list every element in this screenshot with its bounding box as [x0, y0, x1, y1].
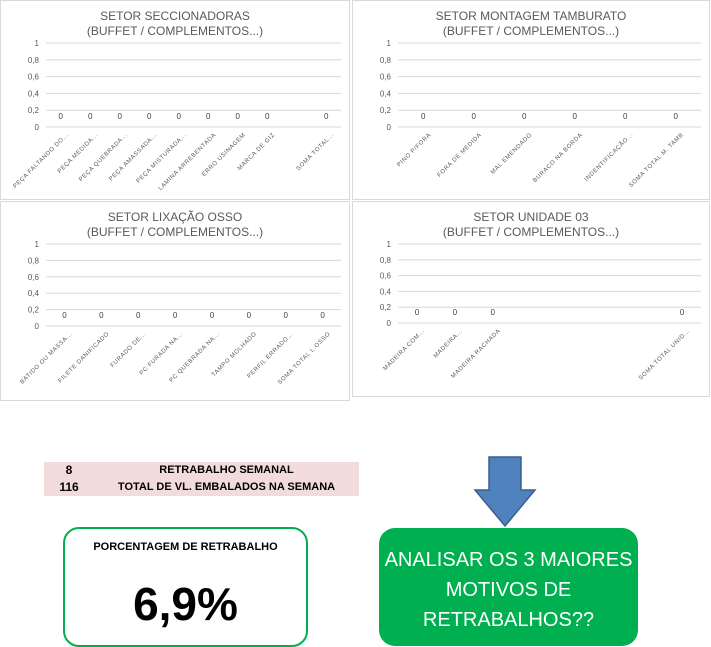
percentage-value: 6,9% [133, 578, 238, 630]
data-label: 0 [177, 112, 182, 121]
chart-title: SETOR MONTAGEM TAMBURATO [436, 9, 627, 23]
chart-subtitle: (BUFFET / COMPLEMENTOS...) [443, 24, 619, 38]
summary-value-retrabalho: 8 [44, 462, 94, 479]
chart-title: SETOR SECCIONADORAS [100, 9, 250, 23]
y-tick-label: 1 [35, 240, 40, 249]
action-line-3: RETRABALHOS?? [422, 609, 595, 631]
y-tick-label: 0,4 [28, 289, 40, 298]
category-label: PEÇA FALTANDO DO... [13, 132, 71, 190]
chart-unidade-03: SETOR UNIDADE 03 (BUFFET / COMPLEMENTOS..… [352, 201, 710, 397]
action-line-1: ANALISAR OS 3 MAIORES [384, 549, 633, 571]
category-label: INDENTIFICAÇÃO... [583, 131, 635, 183]
chart-title: SETOR LIXAÇÃO OSSO [108, 210, 242, 224]
category-label: SOMA TOTAL M. TAMB [628, 132, 685, 189]
y-tick-label: 0,6 [28, 273, 40, 282]
summary-table: 8 RETRABALHO SEMANAL 116 TOTAL DE VL. EM… [44, 462, 359, 496]
data-label: 0 [173, 311, 178, 320]
data-label: 0 [88, 112, 93, 121]
action-line-2: MOTIVOS DE [445, 579, 572, 601]
y-tick-label: 0,4 [28, 89, 40, 98]
y-tick-label: 0,8 [28, 56, 40, 65]
data-label: 0 [118, 112, 123, 121]
category-label: MAL EMENDADO [490, 132, 534, 176]
y-tick-label: 1 [35, 39, 40, 48]
y-tick-label: 0 [35, 322, 40, 331]
category-label: PEÇA MISTURADA... [136, 132, 188, 184]
chart-svg-unidade-03: SETOR UNIDADE 03(BUFFET / COMPLEMENTOS..… [380, 210, 701, 382]
y-tick-label: 0,4 [380, 89, 392, 98]
data-label: 0 [99, 311, 104, 320]
data-label: 0 [320, 311, 325, 320]
data-label: 0 [247, 311, 252, 320]
y-tick-label: 0,6 [380, 272, 392, 281]
summary-value-embalados: 116 [44, 479, 94, 496]
chart-montagem-tamburato: SETOR MONTAGEM TAMBURATO (BUFFET / COMPLE… [352, 0, 710, 200]
data-label: 0 [62, 311, 67, 320]
chart-subtitle: (BUFFET / COMPLEMENTOS...) [443, 225, 619, 239]
summary-row-embalados: 116 TOTAL DE VL. EMBALADOS NA SEMANA [44, 479, 359, 496]
y-tick-label: 0,2 [28, 306, 40, 315]
category-label: BURACO NA BORDA [532, 132, 584, 184]
y-tick-label: 0,4 [380, 287, 392, 296]
y-tick-label: 0 [387, 123, 392, 132]
data-label: 0 [206, 112, 211, 121]
chart-subtitle: (BUFFET / COMPLEMENTOS...) [87, 24, 263, 38]
summary-label-retrabalho: RETRABALHO SEMANAL [94, 462, 359, 479]
down-arrow-icon [473, 456, 537, 528]
category-label: SOMA TOTAL UNID... [638, 328, 691, 381]
data-label: 0 [324, 112, 329, 121]
y-tick-label: 0 [35, 123, 40, 132]
category-label: MADEIRA... [433, 328, 464, 359]
chart-seccionadoras: SETOR SECCIONADORAS (BUFFET / COMPLEMENTO… [0, 0, 350, 200]
data-label: 0 [59, 112, 64, 121]
data-label: 0 [674, 112, 679, 121]
data-label: 0 [210, 311, 215, 320]
data-label: 0 [490, 308, 495, 317]
data-label: 0 [236, 112, 241, 121]
category-label: FURADO DE... [110, 331, 148, 369]
category-label: SOMA TOTAL... [296, 132, 336, 172]
y-tick-label: 0,2 [28, 106, 40, 115]
percentage-box: PORCENTAGEM DE RETRABALHO 6,9% [63, 527, 308, 647]
chart-lixacao-osso: SETOR LIXAÇÃO OSSO (BUFFET / COMPLEMENTOS… [0, 201, 350, 401]
data-label: 0 [522, 112, 527, 121]
action-box[interactable]: ANALISAR OS 3 MAIORES MOTIVOS DE RETRABA… [379, 528, 638, 646]
summary-label-embalados: TOTAL DE VL. EMBALADOS NA SEMANA [94, 479, 359, 496]
y-tick-label: 0,8 [380, 56, 392, 65]
data-label: 0 [283, 311, 288, 320]
data-label: 0 [680, 308, 685, 317]
y-tick-label: 0 [387, 319, 392, 328]
y-tick-label: 1 [387, 240, 392, 249]
y-tick-label: 0,8 [28, 256, 40, 265]
y-tick-label: 1 [387, 39, 392, 48]
data-label: 0 [147, 112, 152, 121]
category-label: PEÇA QUEBRADA... [78, 132, 129, 183]
y-tick-label: 0,2 [380, 303, 392, 312]
category-label: PEÇA AMASSADA... [108, 132, 158, 182]
data-label: 0 [421, 112, 426, 121]
data-label: 0 [623, 112, 628, 121]
data-label: 0 [265, 112, 270, 121]
category-label: PINO P/FORA [396, 132, 432, 168]
chart-title: SETOR UNIDADE 03 [473, 210, 588, 224]
summary-row-retrabalho: 8 RETRABALHO SEMANAL [44, 462, 359, 479]
category-label: LAMINA ARREBENTADA [158, 132, 218, 192]
data-label: 0 [136, 311, 141, 320]
chart-svg-seccionadoras: SETOR SECCIONADORAS(BUFFET / COMPLEMENTO… [13, 9, 341, 192]
chart-subtitle: (BUFFET / COMPLEMENTOS...) [87, 225, 263, 239]
y-tick-label: 0,8 [380, 256, 392, 265]
percentage-label: PORCENTAGEM DE RETRABALHO [93, 541, 278, 553]
category-label: FORA DE MEDIDA [437, 132, 483, 178]
data-label: 0 [573, 112, 578, 121]
y-tick-label: 0,2 [380, 106, 392, 115]
y-tick-label: 0,6 [28, 73, 40, 82]
chart-svg-lixacao-osso: SETOR LIXAÇÃO OSSO(BUFFET / COMPLEMENTOS… [19, 210, 341, 386]
y-tick-label: 0,6 [380, 73, 392, 82]
data-label: 0 [472, 112, 477, 121]
category-label: MADEIRA COM... [382, 328, 426, 372]
data-label: 0 [415, 308, 420, 317]
chart-svg-montagem-tamburato: SETOR MONTAGEM TAMBURATO(BUFFET / COMPLE… [380, 9, 701, 189]
data-label: 0 [453, 308, 458, 317]
